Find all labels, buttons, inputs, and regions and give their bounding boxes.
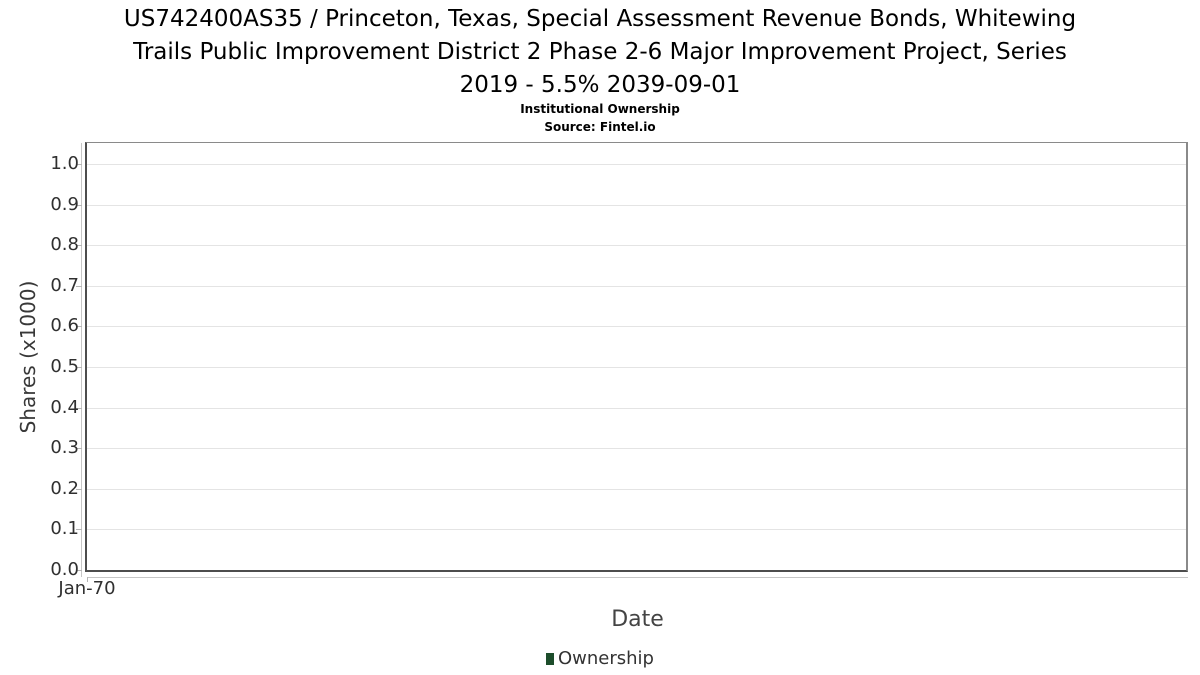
y-tick-label: 0.8 <box>50 234 79 255</box>
y-tick-mark <box>76 367 82 368</box>
y-gridline <box>87 489 1186 490</box>
y-tick-mark <box>76 286 82 287</box>
chart-title-line: 2019 - 5.5% 2039-09-01 <box>459 72 741 98</box>
y-tick-mark <box>76 205 82 206</box>
chart-title-line: US742400AS35 / Princeton, Texas, Special… <box>123 6 1077 32</box>
y-gridline <box>87 164 1186 165</box>
y-tick-mark <box>76 448 82 449</box>
y-gridline <box>87 205 1186 206</box>
y-tick-label: 0.0 <box>50 559 79 580</box>
y-gridline <box>87 326 1186 327</box>
y-gridline <box>87 408 1186 409</box>
x-axis-title: Date <box>611 607 664 632</box>
y-tick-mark <box>76 164 82 165</box>
legend-swatch-icon <box>546 653 554 665</box>
y-gridline <box>87 367 1186 368</box>
y-axis-line <box>81 143 82 577</box>
y-tick-label: 0.1 <box>50 518 79 539</box>
x-tick-mark <box>87 577 88 582</box>
legend-label: Ownership <box>558 648 654 669</box>
y-tick-mark <box>76 529 82 530</box>
y-tick-mark <box>76 326 82 327</box>
y-tick-label: 0.2 <box>50 478 79 499</box>
y-tick-mark <box>76 570 82 571</box>
y-tick-label: 0.7 <box>50 275 79 296</box>
y-tick-label: 0.4 <box>50 397 79 418</box>
y-gridline <box>87 286 1186 287</box>
y-tick-label: 0.5 <box>50 356 79 377</box>
x-tick-label: Jan-70 <box>58 578 116 599</box>
y-tick-label: 0.3 <box>50 437 79 458</box>
y-gridline <box>87 448 1186 449</box>
y-gridline <box>87 245 1186 246</box>
y-tick-mark <box>76 408 82 409</box>
y-tick-label: 1.0 <box>50 153 79 174</box>
chart-title: US742400AS35 / Princeton, Texas, Special… <box>0 3 1200 102</box>
chart-title-line: Trails Public Improvement District 2 Pha… <box>133 39 1067 65</box>
y-tick-mark <box>76 489 82 490</box>
y-tick-label: 0.6 <box>50 315 79 336</box>
legend: Ownership <box>0 646 1200 672</box>
chart-source: Source: Fintel.io <box>544 120 656 134</box>
y-tick-label: 0.9 <box>50 194 79 215</box>
chart-subtitle: Institutional Ownership <box>520 102 680 116</box>
y-gridline <box>87 529 1186 530</box>
x-axis-line <box>87 577 1188 578</box>
y-tick-mark <box>76 245 82 246</box>
plot-area <box>85 142 1188 572</box>
